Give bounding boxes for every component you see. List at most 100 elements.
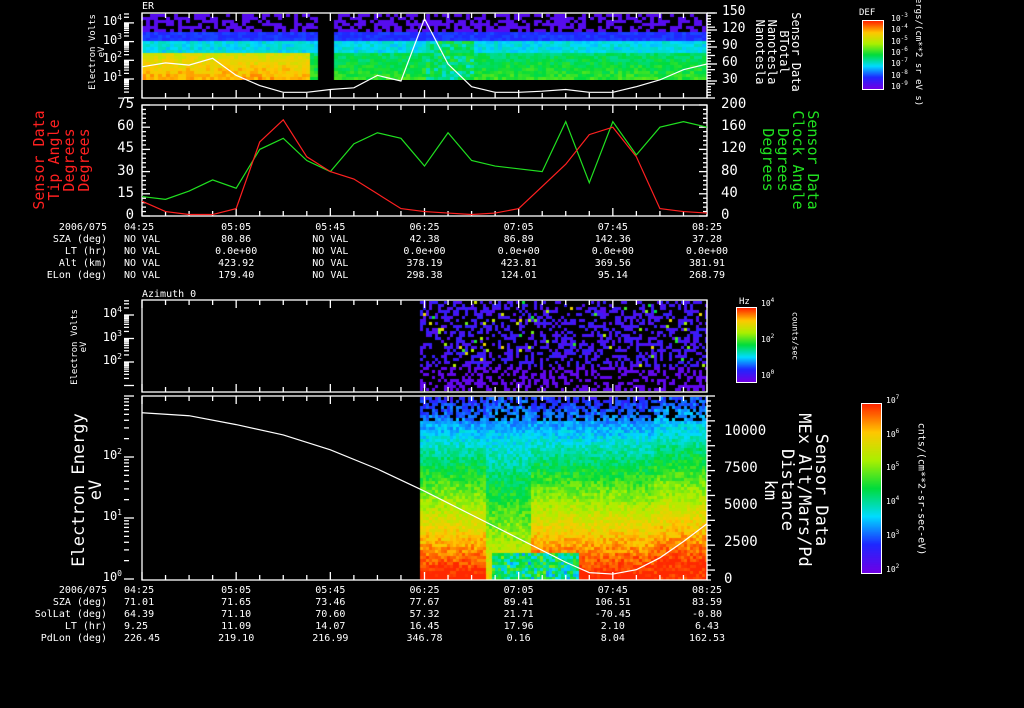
- table2-cell: 9.25: [124, 621, 149, 632]
- def-colorbar-label-base: 10: [891, 14, 901, 23]
- table2-cell: 6.43: [694, 621, 720, 632]
- table1-cell: 80.86: [221, 234, 252, 245]
- azimuth-ytick-label-base: 10: [102, 306, 118, 320]
- er-panel-frame: [141, 12, 708, 99]
- altitude-tick-label: 7500: [724, 460, 758, 476]
- er-ytick-label: 101: [102, 70, 122, 84]
- table2-row-label: SolLat (deg): [34, 609, 107, 620]
- clock-angle-label: Sensor Data Clock Angle Degrees Degrees: [759, 110, 822, 209]
- table2-row-label: SZA (deg): [52, 597, 107, 608]
- azimuth-ytick-label-exp: 3: [117, 328, 122, 338]
- table1-cell: 0.0e+00: [403, 246, 446, 257]
- table1-cell: NO VAL: [124, 270, 161, 281]
- table1-cell: 08:25: [691, 222, 723, 233]
- counts-colorbar-label: 103: [886, 529, 899, 540]
- azimuth-ylabel-line: eV: [79, 341, 89, 353]
- def-colorbar-label: 10-4: [891, 24, 908, 35]
- azimuth-ytick-label: 104: [102, 306, 122, 320]
- table1-row-label: LT (hr): [64, 246, 107, 257]
- table1-cell: 298.38: [406, 270, 443, 281]
- table2-cell: 05:05: [221, 585, 252, 596]
- table1-cell: 0.0e+00: [591, 246, 634, 257]
- table2-cell: 71.10: [221, 609, 252, 620]
- hz-colorbar-label: 104: [761, 297, 775, 309]
- table2-cell: 11.09: [221, 621, 252, 632]
- counts-colorbar-label-base: 10: [886, 497, 896, 507]
- btotal-line: [141, 17, 708, 93]
- table2-cell: 73.46: [315, 597, 346, 608]
- er-spectrogram: [142, 14, 707, 80]
- btotal-label-line: Nanotesla: [753, 19, 767, 85]
- table1-cell: 142.36: [594, 234, 631, 245]
- altitude-label-line: Distance: [777, 449, 797, 531]
- hz-colorbar-title: Hz: [739, 297, 750, 307]
- btotal-tick-label: 150: [722, 4, 746, 19]
- er-ytick-label-base: 10: [102, 51, 118, 66]
- energy-ytick-label: 102: [103, 448, 122, 462]
- table1-row-label: SZA (deg): [52, 234, 107, 245]
- hz-colorbar-label: 102: [761, 334, 774, 345]
- counts-colorbar-label-exp: 6: [895, 427, 900, 435]
- table2-cell: 07:05: [503, 585, 534, 596]
- er-ylabel: Electron Volts eV: [88, 14, 107, 90]
- energy-ytick-label: 100: [103, 570, 122, 584]
- table2-cell: -70.45: [594, 609, 631, 620]
- altitude-line: [141, 412, 708, 575]
- table1-cell: 0.0e+00: [685, 246, 729, 257]
- def-colorbar-label: 10-6: [891, 46, 908, 57]
- table1-row-label: 2006/075: [58, 222, 107, 233]
- table1-cell: NO VAL: [312, 234, 349, 245]
- tip-angle-tick-label: 30: [117, 162, 134, 179]
- clock-angle-tick-label: 0: [721, 207, 730, 223]
- table1-cell: 124.01: [500, 270, 537, 281]
- counts-colorbar-label-base: 10: [886, 530, 896, 540]
- energy-ylabel-line: eV: [86, 479, 106, 501]
- counts-colorbar-label-base: 10: [886, 564, 896, 574]
- er-ytick-label-base: 10: [102, 70, 118, 84]
- table1-cell: NO VAL: [312, 246, 349, 257]
- table2-cell: 106.51: [594, 597, 631, 608]
- er-ytick-label-base: 10: [102, 32, 118, 47]
- angle-panel-frame: [141, 104, 708, 217]
- table1-cell: 268.79: [688, 270, 726, 281]
- hz-colorbar-label-base: 10: [761, 299, 771, 308]
- table1-cell: 423.81: [500, 258, 537, 269]
- table2-cell: 08:25: [691, 585, 723, 596]
- azimuth-panel-frame: [141, 299, 708, 393]
- btotal-tick-label: 120: [722, 21, 746, 36]
- table2-row-label: PdLon (deg): [40, 633, 107, 644]
- er-ytick-label-exp: 3: [117, 31, 122, 41]
- counts-colorbar-label: 102: [886, 563, 899, 574]
- table2-cell: 05:45: [315, 585, 346, 596]
- table2-cell: 89.41: [503, 597, 534, 608]
- table2-cell: 57.32: [409, 609, 440, 620]
- table1-cell: 05:45: [315, 222, 346, 233]
- table1-cell: 369.56: [594, 258, 631, 269]
- def-colorbar-label-base: 10: [891, 59, 901, 69]
- hz-colorbar-label-base: 10: [761, 371, 771, 380]
- table1-cell: 06:25: [409, 222, 440, 233]
- table2-cell: 14.07: [315, 621, 346, 632]
- azimuth-panel-title: Azimuth 0: [142, 289, 197, 300]
- table2-cell: -0.80: [691, 609, 723, 620]
- altitude-tick-label: 2500: [724, 534, 758, 550]
- altitude-label-line: km: [760, 479, 780, 501]
- table2-cell: 8.04: [600, 633, 625, 644]
- azimuth-ytick-label-exp: 2: [117, 352, 122, 361]
- tip-angle-line: [141, 118, 708, 216]
- table2-cell: 162.53: [688, 633, 726, 644]
- counts-colorbar-label-base: 10: [886, 396, 896, 405]
- def-colorbar-label-exp: -5: [900, 34, 908, 42]
- clock-angle-label-line: Degrees: [759, 128, 777, 192]
- clock-angle-line: [141, 120, 708, 200]
- btotal-label-line: Sensor Data: [789, 12, 803, 92]
- counts-colorbar-label: 106: [886, 427, 900, 439]
- table1-cell: 05:05: [221, 222, 252, 233]
- altitude-tick-label: 10000: [724, 423, 767, 439]
- hz-colorbar-label-exp: 4: [770, 297, 775, 304]
- azimuth-ylabel: Electron Volts eV: [70, 309, 89, 385]
- btotal-label: Sensor Data BTotal Nanotesla Nanotesla: [753, 12, 803, 92]
- def-colorbar-unit: ergs/(cm**2 sr eV s): [913, 0, 923, 107]
- er-ytick-label: 103: [102, 31, 122, 47]
